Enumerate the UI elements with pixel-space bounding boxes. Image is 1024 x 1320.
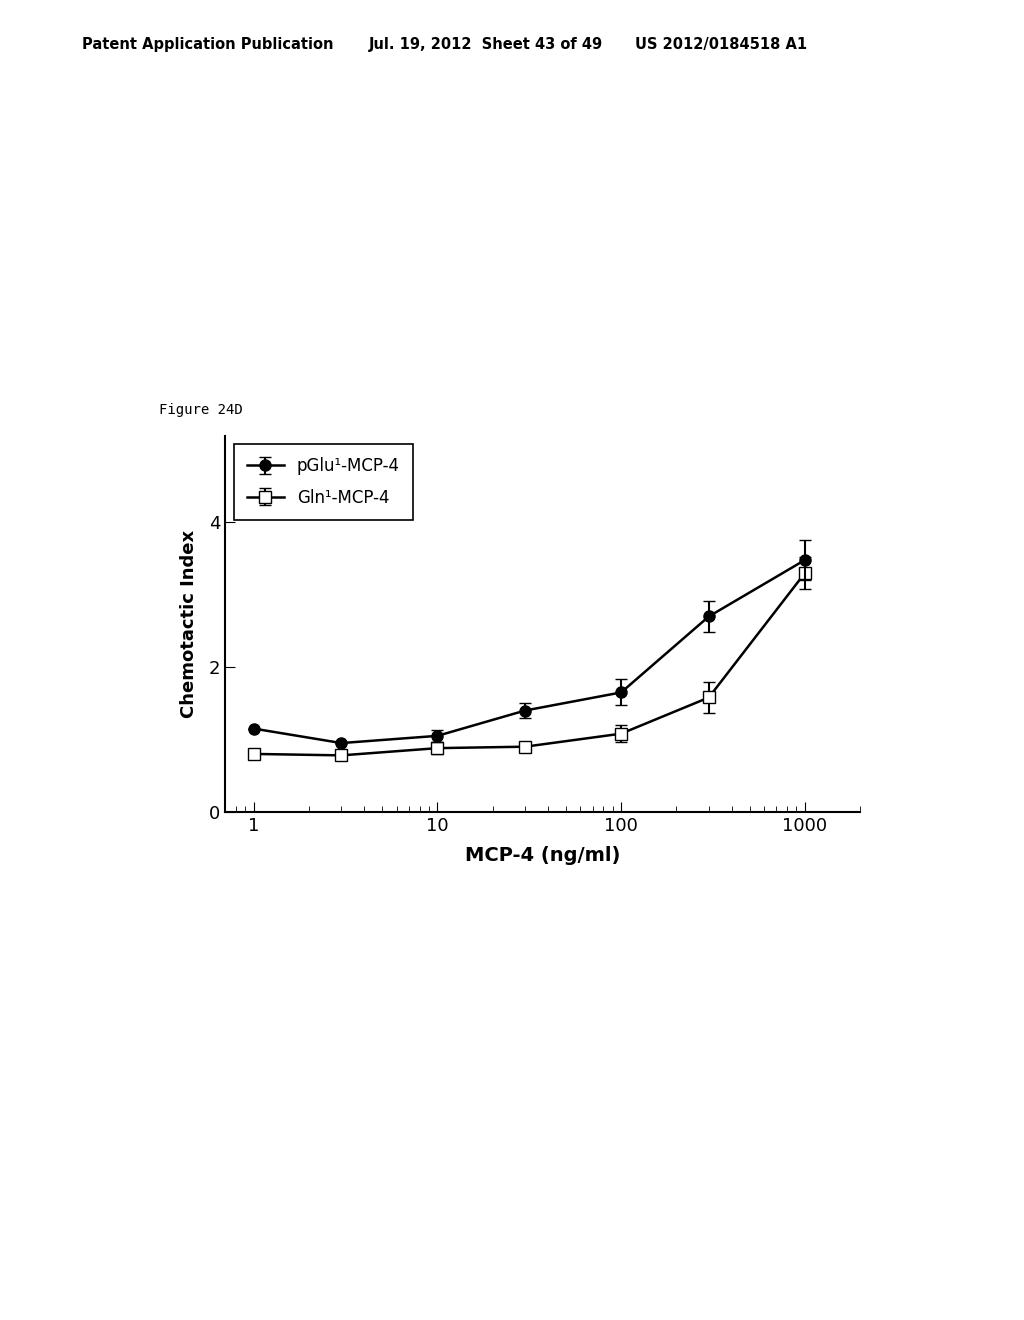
X-axis label: MCP-4 (ng/ml): MCP-4 (ng/ml) xyxy=(465,846,621,865)
Text: Figure 24D: Figure 24D xyxy=(159,403,243,417)
Legend: pGlu¹-MCP-4, Gln¹-MCP-4: pGlu¹-MCP-4, Gln¹-MCP-4 xyxy=(233,444,414,520)
Y-axis label: Chemotactic Index: Chemotactic Index xyxy=(180,529,198,718)
Text: Patent Application Publication: Patent Application Publication xyxy=(82,37,334,51)
Text: Jul. 19, 2012  Sheet 43 of 49: Jul. 19, 2012 Sheet 43 of 49 xyxy=(369,37,603,51)
Text: US 2012/0184518 A1: US 2012/0184518 A1 xyxy=(635,37,807,51)
